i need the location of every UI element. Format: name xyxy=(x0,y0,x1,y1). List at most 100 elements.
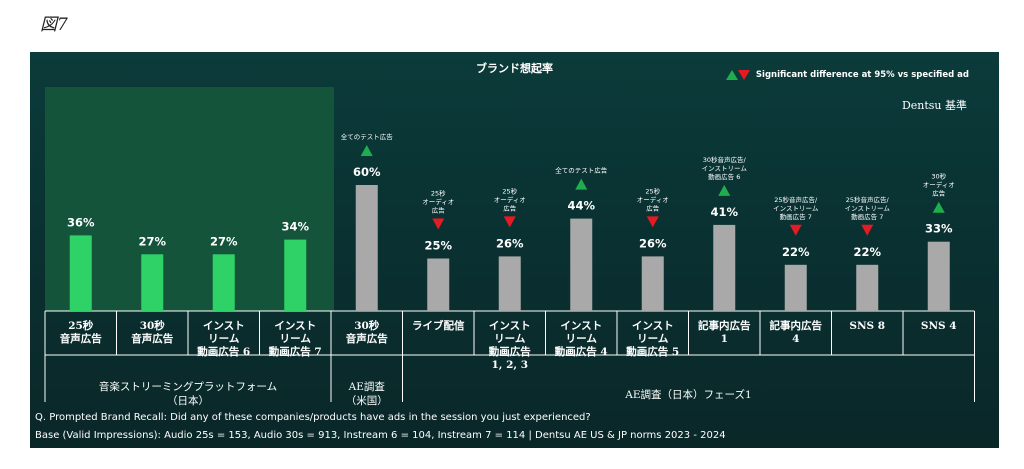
tick-label: インスト xyxy=(632,320,674,332)
tick-label: 25秒 xyxy=(68,319,94,332)
bar xyxy=(641,256,664,311)
footnote-question: Q. Prompted Brand Recall: Did any of the… xyxy=(35,412,591,423)
significance-down-icon xyxy=(789,224,802,236)
tick-label: 1 xyxy=(721,333,728,345)
tick-label: 動画広告 4 xyxy=(555,345,608,358)
baseline-label: Dentsu 基準 xyxy=(901,99,967,112)
significance-up-icon xyxy=(932,201,945,213)
bar xyxy=(355,185,378,311)
annotation-text: 全てのテスト広告 xyxy=(555,166,608,175)
tick-label: 音声広告 xyxy=(346,332,388,345)
significance-down-icon xyxy=(646,216,659,228)
tick-label: 動画広告 6 xyxy=(197,345,250,358)
annotation-text: 動画広告 6 xyxy=(708,172,740,181)
annotation-text: 25秒 xyxy=(502,186,517,195)
tick-label: リーム xyxy=(566,333,598,345)
bar xyxy=(713,224,736,311)
tick-label: 音声広告 xyxy=(60,332,102,345)
data-label: 60% xyxy=(353,165,381,179)
group-label: （日本） xyxy=(167,394,209,407)
annotation-text: オーディオ xyxy=(422,197,454,206)
data-label: 41% xyxy=(710,205,738,219)
data-label: 27% xyxy=(138,234,166,248)
bar xyxy=(856,264,879,311)
data-label: 26% xyxy=(496,236,524,250)
annotation-text: 全てのテスト広告 xyxy=(341,132,394,141)
tick-label: リーム xyxy=(208,333,240,345)
bar xyxy=(284,239,307,311)
annotation-text: 25秒音声広告/ xyxy=(846,195,890,204)
chart-panel: ブランド想起率 Significant difference at 95% vs… xyxy=(30,52,999,448)
data-label: 27% xyxy=(210,234,238,248)
data-label: 26% xyxy=(639,236,667,250)
data-label: 22% xyxy=(782,245,810,259)
data-label: 44% xyxy=(567,199,595,213)
annotation-text: 広告 xyxy=(932,189,946,198)
tick-label: SNS 8 xyxy=(849,320,885,332)
bar xyxy=(570,218,593,311)
tick-label: SNS 4 xyxy=(921,320,957,332)
tick-label: 30秒 xyxy=(354,319,380,332)
group-label: （米国） xyxy=(346,394,388,407)
annotation-text: インストリーム xyxy=(702,164,748,172)
bar xyxy=(498,256,521,311)
significance-down-icon xyxy=(432,218,445,230)
annotation-text: 動画広告 7 xyxy=(851,212,883,221)
significance-up-icon xyxy=(360,145,373,156)
significance-down-icon xyxy=(503,216,516,228)
group-label: 音楽ストリーミングプラットフォーム xyxy=(99,380,277,393)
annotation-text: 広告 xyxy=(432,206,446,215)
tick-label: 30秒 xyxy=(140,319,166,332)
legend: Significant difference at 95% vs specifi… xyxy=(725,69,969,80)
legend-text: Significant difference at 95% vs specifi… xyxy=(755,69,969,80)
annotation-text: インストリーム xyxy=(845,204,891,212)
annotation-text: 30秒 xyxy=(931,172,946,181)
tick-label: 動画広告 xyxy=(489,345,531,358)
annotation-text: 広告 xyxy=(646,203,660,212)
tick-label: リーム xyxy=(280,333,312,345)
chart-title: ブランド想起率 xyxy=(476,62,553,75)
tick-label: 記事内広告 xyxy=(770,319,823,332)
annotation-text: インストリーム xyxy=(773,204,819,212)
data-label: 22% xyxy=(853,245,881,259)
bar xyxy=(784,264,807,311)
annotation-text: オーディオ xyxy=(494,195,526,204)
tick-label: インスト xyxy=(560,320,602,332)
bar xyxy=(69,235,92,311)
annotation-text: 動画広告 7 xyxy=(780,212,812,221)
tick-label: 4 xyxy=(792,333,799,345)
tick-label: インスト xyxy=(489,320,531,332)
group-label: AE調査 xyxy=(348,380,386,393)
significance-up-icon xyxy=(718,184,731,196)
tick-label: インスト xyxy=(274,320,316,332)
bar xyxy=(141,254,164,311)
annotation-text: オーディオ xyxy=(637,195,669,204)
figure-label: 図7 xyxy=(40,15,68,35)
tick-label: ライブ配信 xyxy=(412,319,465,332)
significance-up-icon xyxy=(575,178,588,190)
data-label: 36% xyxy=(67,215,95,229)
tick-label: インスト xyxy=(203,320,245,332)
annotation-text: 30秒音声広告/ xyxy=(703,155,747,164)
significance-legend-icon xyxy=(725,70,750,80)
footnote-base: Base (Valid Impressions): Audio 25s = 15… xyxy=(35,430,726,441)
annotation-text: オーディオ xyxy=(923,180,955,189)
tick-label: リーム xyxy=(494,333,526,345)
bar xyxy=(927,241,950,311)
tick-label: 動画広告 7 xyxy=(269,345,322,358)
tick-label: リーム xyxy=(637,333,669,345)
tick-label: 音声広告 xyxy=(131,332,173,345)
significance-down-icon xyxy=(861,224,874,236)
data-label: 34% xyxy=(281,220,309,234)
group-label: AE調査（日本）フェーズ1 xyxy=(624,388,751,401)
tick-label: 1, 2, 3 xyxy=(491,359,528,371)
annotation-text: 25秒音声広告/ xyxy=(774,195,818,204)
data-label: 33% xyxy=(925,222,953,236)
bar xyxy=(212,254,235,311)
annotation-text: 広告 xyxy=(503,203,517,212)
tick-label: 動画広告 5 xyxy=(626,345,679,358)
annotation-text: 25秒 xyxy=(645,186,660,195)
tick-label: 記事内広告 xyxy=(698,319,751,332)
annotation-text: 25秒 xyxy=(431,189,446,198)
